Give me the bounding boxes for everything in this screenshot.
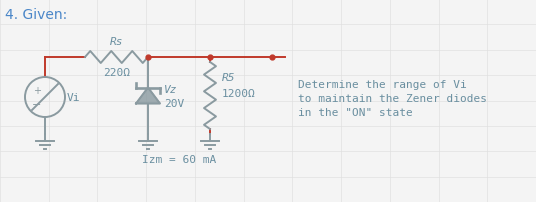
Text: Rs: Rs [110, 37, 123, 47]
Text: Vi: Vi [67, 93, 80, 102]
Text: Determine the range of Vi: Determine the range of Vi [298, 80, 467, 89]
Text: 4. Given:: 4. Given: [5, 8, 67, 22]
Text: −: − [32, 100, 42, 109]
Text: 1200Ω: 1200Ω [222, 88, 256, 99]
Text: R5: R5 [222, 73, 235, 83]
Text: Vz: Vz [164, 85, 177, 95]
Text: +: + [33, 86, 41, 96]
Text: 20V: 20V [164, 99, 184, 109]
Text: to maintain the Zener diodes: to maintain the Zener diodes [298, 94, 487, 103]
Text: Izm = 60 mA: Izm = 60 mA [142, 154, 216, 164]
Text: 220Ω: 220Ω [103, 68, 130, 78]
Text: in the "ON" state: in the "ON" state [298, 107, 413, 117]
Polygon shape [136, 88, 160, 104]
